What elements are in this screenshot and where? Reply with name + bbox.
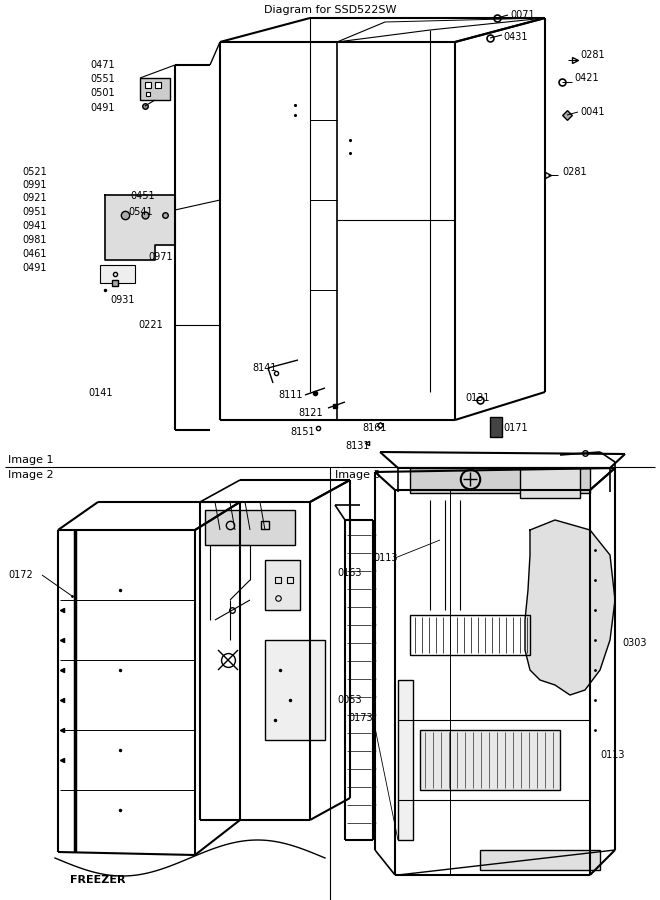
- Bar: [480, 850, 600, 870]
- Text: 0541: 0541: [128, 207, 152, 217]
- Text: 0521: 0521: [22, 167, 47, 177]
- Text: 0053: 0053: [337, 695, 362, 705]
- Text: 0172: 0172: [8, 570, 33, 580]
- Text: Image 2: Image 2: [8, 470, 53, 480]
- Text: 0461: 0461: [22, 249, 46, 259]
- Text: 0173: 0173: [348, 713, 373, 723]
- Text: 0281: 0281: [580, 50, 605, 60]
- Text: 8151: 8151: [290, 427, 315, 437]
- Bar: [265, 560, 300, 610]
- Text: 0931: 0931: [110, 295, 135, 305]
- Text: 0991: 0991: [22, 180, 46, 190]
- Text: 0163: 0163: [337, 568, 362, 578]
- Text: 0551: 0551: [90, 74, 115, 84]
- Text: 0281: 0281: [562, 167, 587, 177]
- Polygon shape: [105, 195, 175, 260]
- Text: 0171: 0171: [503, 423, 527, 433]
- Text: FREEZER: FREEZER: [70, 875, 125, 885]
- Text: 0501: 0501: [90, 88, 115, 98]
- Bar: [410, 615, 530, 655]
- Text: 8141: 8141: [252, 363, 277, 373]
- Bar: [490, 417, 502, 437]
- Polygon shape: [525, 520, 615, 695]
- Text: 0071: 0071: [510, 10, 535, 20]
- Bar: [398, 680, 413, 840]
- Bar: [420, 730, 560, 790]
- Text: 0491: 0491: [90, 103, 114, 113]
- Text: 0471: 0471: [90, 60, 115, 70]
- Text: 0221: 0221: [138, 320, 163, 330]
- Bar: [140, 78, 170, 100]
- Text: 0451: 0451: [130, 191, 154, 201]
- Bar: [205, 510, 295, 545]
- Bar: [520, 468, 580, 498]
- Text: 0041: 0041: [580, 107, 605, 117]
- Text: Image 1: Image 1: [8, 455, 53, 465]
- Text: 0131: 0131: [465, 393, 490, 403]
- Text: 0951: 0951: [22, 207, 47, 217]
- Text: 0421: 0421: [574, 73, 599, 83]
- Text: 0113: 0113: [373, 553, 397, 563]
- Text: 0491: 0491: [22, 263, 46, 273]
- Text: 8131: 8131: [345, 441, 370, 451]
- Text: Image 3: Image 3: [335, 470, 381, 480]
- Text: 0971: 0971: [148, 252, 173, 262]
- Text: 0941: 0941: [22, 221, 46, 231]
- Text: 8161: 8161: [362, 423, 387, 433]
- Text: 0981: 0981: [22, 235, 46, 245]
- Text: 8111: 8111: [278, 390, 302, 400]
- Text: 0113: 0113: [600, 750, 624, 760]
- Bar: [410, 468, 590, 493]
- Bar: [100, 265, 135, 283]
- Text: 0141: 0141: [88, 388, 112, 398]
- Text: 0431: 0431: [503, 32, 527, 42]
- Text: 8121: 8121: [298, 408, 323, 418]
- Text: Diagram for SSD522SW: Diagram for SSD522SW: [264, 5, 396, 15]
- Bar: [265, 640, 325, 740]
- Text: 0303: 0303: [622, 638, 647, 648]
- Text: 0921: 0921: [22, 193, 47, 203]
